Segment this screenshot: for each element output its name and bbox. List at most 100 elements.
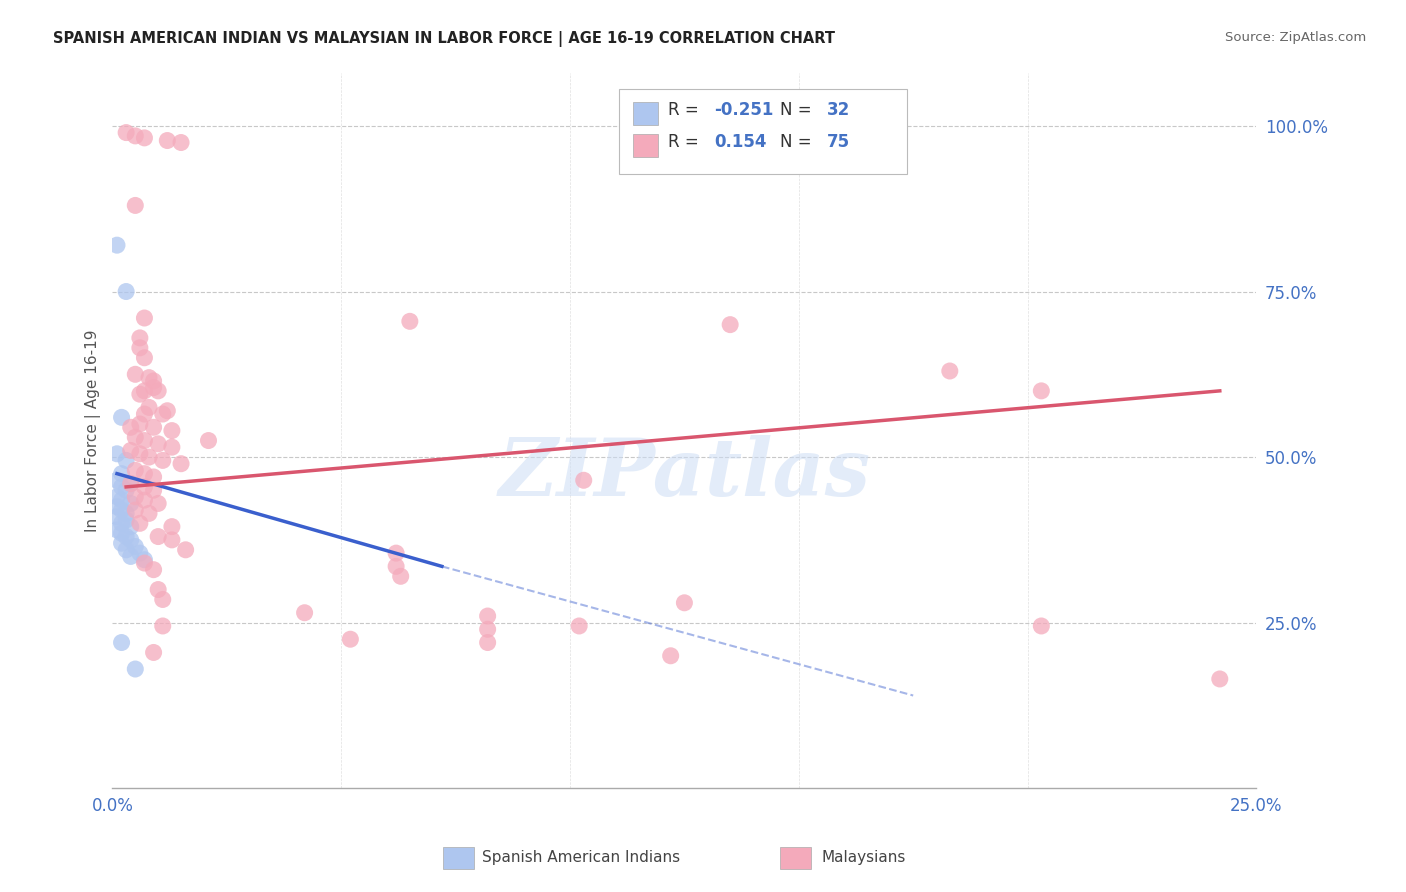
Point — [110, 635, 132, 649]
Point — [124, 503, 146, 517]
Point — [120, 496, 142, 510]
Point — [110, 516, 132, 531]
Point — [128, 546, 150, 560]
Point — [142, 380, 165, 394]
Point — [718, 318, 741, 332]
Point — [134, 556, 156, 570]
Text: Source: ZipAtlas.com: Source: ZipAtlas.com — [1226, 31, 1367, 45]
Text: R =: R = — [668, 133, 709, 151]
Point — [110, 467, 132, 481]
Point — [110, 410, 132, 425]
Point — [156, 403, 179, 417]
Text: N =: N = — [780, 133, 817, 151]
Text: 0.154: 0.154 — [714, 133, 766, 151]
Point — [105, 490, 128, 504]
Point — [138, 401, 160, 415]
Point — [124, 463, 146, 477]
Point — [105, 238, 128, 252]
Point — [1031, 619, 1053, 633]
Point — [115, 507, 138, 521]
Point — [124, 128, 146, 143]
Text: Malaysians: Malaysians — [821, 850, 905, 864]
Point — [120, 420, 142, 434]
Point — [160, 424, 183, 438]
Point — [134, 384, 156, 398]
Point — [146, 530, 169, 544]
Point — [142, 420, 165, 434]
Point — [572, 473, 595, 487]
Point — [105, 509, 128, 524]
Point — [134, 434, 156, 448]
Point — [568, 619, 591, 633]
Point — [115, 530, 138, 544]
Text: 75: 75 — [827, 133, 849, 151]
Point — [120, 476, 142, 491]
Point — [146, 582, 169, 597]
Point — [105, 523, 128, 537]
Point — [134, 480, 156, 494]
Point — [115, 513, 138, 527]
Point — [128, 331, 150, 345]
Point — [105, 500, 128, 514]
Point — [110, 493, 132, 508]
Text: SPANISH AMERICAN INDIAN VS MALAYSIAN IN LABOR FORCE | AGE 16-19 CORRELATION CHAR: SPANISH AMERICAN INDIAN VS MALAYSIAN IN … — [53, 31, 835, 47]
Point — [294, 606, 316, 620]
Point — [477, 609, 499, 624]
Point — [110, 526, 132, 541]
Point — [124, 430, 146, 444]
Point — [124, 198, 146, 212]
Point — [142, 563, 165, 577]
Point — [339, 632, 361, 647]
Point — [152, 592, 174, 607]
Point — [1209, 672, 1232, 686]
Point — [142, 645, 165, 659]
Point — [152, 619, 174, 633]
Point — [142, 374, 165, 388]
Point — [146, 437, 169, 451]
Point — [120, 533, 142, 547]
Point — [160, 440, 183, 454]
Point — [110, 536, 132, 550]
Point — [110, 503, 132, 517]
Point — [1031, 384, 1053, 398]
Point — [105, 473, 128, 487]
Point — [110, 480, 132, 494]
Point — [120, 476, 142, 491]
Point — [128, 516, 150, 531]
Point — [197, 434, 219, 448]
Point — [134, 351, 156, 365]
Point — [120, 549, 142, 564]
Point — [115, 126, 138, 140]
Point — [696, 136, 718, 150]
Point — [128, 447, 150, 461]
Text: Spanish American Indians: Spanish American Indians — [482, 850, 681, 864]
Point — [105, 447, 128, 461]
Point — [477, 622, 499, 636]
Point — [138, 450, 160, 464]
Point — [128, 417, 150, 431]
Point — [115, 483, 138, 498]
Point — [142, 470, 165, 484]
Point — [134, 407, 156, 421]
Point — [134, 553, 156, 567]
Point — [115, 542, 138, 557]
Point — [152, 407, 174, 421]
Point — [170, 136, 193, 150]
Point — [398, 314, 420, 328]
Point — [124, 368, 146, 382]
Point — [134, 493, 156, 508]
Point — [170, 457, 193, 471]
Point — [120, 443, 142, 458]
Point — [160, 533, 183, 547]
Point — [385, 546, 408, 560]
Point — [134, 131, 156, 145]
Point — [134, 467, 156, 481]
Text: R =: R = — [668, 101, 704, 119]
Point — [659, 648, 682, 663]
Point — [128, 341, 150, 355]
Point — [939, 364, 962, 378]
Point — [138, 507, 160, 521]
Point — [115, 453, 138, 467]
Point — [146, 496, 169, 510]
Point — [120, 519, 142, 533]
